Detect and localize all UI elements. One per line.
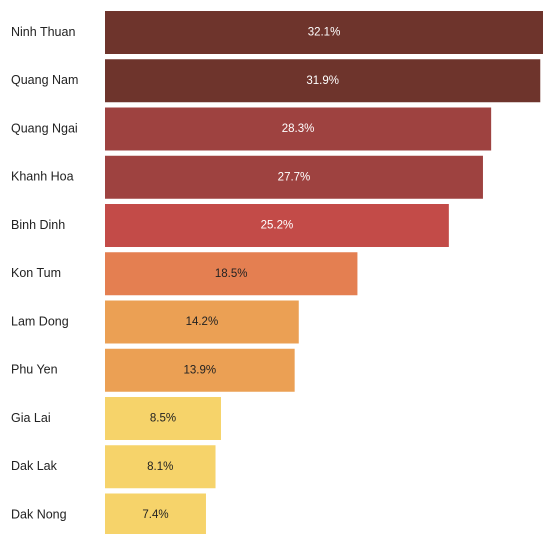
bar-row: Khanh Hoa 27.7% — [11, 155, 483, 199]
bar-row: Phu Yen 13.9% — [11, 348, 295, 392]
bar — [105, 252, 358, 296]
bar-row: Gia Lai 8.5% — [11, 397, 221, 440]
bar-row: Binh Dinh 25.2% — [11, 204, 449, 247]
data-label: 18.5% — [215, 268, 248, 280]
category-label: Kon Tum — [11, 266, 61, 280]
data-label: 13.9% — [184, 364, 217, 376]
category-label: Dak Nong — [11, 507, 67, 521]
category-label: Ninh Thuan — [11, 25, 75, 39]
bar — [105, 348, 295, 392]
bar-row: Quang Nam 31.9% — [11, 59, 541, 103]
category-label: Phu Yen — [11, 363, 58, 377]
category-label: Gia Lai — [11, 411, 51, 425]
bar-row: Kon Tum 18.5% — [11, 252, 358, 296]
category-label: Lam Dong — [11, 314, 69, 328]
category-label: Quang Ngai — [11, 121, 78, 135]
bar — [105, 493, 206, 534]
bar — [105, 155, 483, 199]
data-label: 28.3% — [282, 123, 315, 135]
bar — [105, 300, 299, 344]
data-label: 7.4% — [142, 509, 168, 521]
data-label: 32.1% — [308, 27, 341, 39]
data-label: 27.7% — [278, 171, 311, 183]
category-label: Khanh Hoa — [11, 170, 74, 184]
category-label: Dak Lak — [11, 459, 58, 473]
bar — [105, 397, 221, 440]
bar — [105, 107, 492, 151]
data-label: 8.1% — [147, 461, 173, 473]
bar-row: Dak Lak 8.1% — [11, 445, 216, 489]
bar — [105, 59, 541, 103]
data-label: 31.9% — [306, 75, 339, 87]
category-label: Quang Nam — [11, 73, 78, 87]
bar — [105, 11, 543, 54]
data-label: 14.2% — [186, 316, 219, 328]
bar — [105, 445, 216, 489]
bar-row: Ninh Thuan 32.1% — [11, 11, 543, 54]
bar-row: Quang Ngai 28.3% — [11, 107, 492, 151]
bar-row: Dak Nong 7.4% — [11, 493, 206, 534]
bar — [105, 204, 449, 247]
data-label: 8.5% — [150, 413, 176, 425]
category-label: Binh Dinh — [11, 218, 65, 232]
bar-row: Lam Dong 14.2% — [11, 300, 299, 344]
data-label: 25.2% — [261, 220, 294, 232]
